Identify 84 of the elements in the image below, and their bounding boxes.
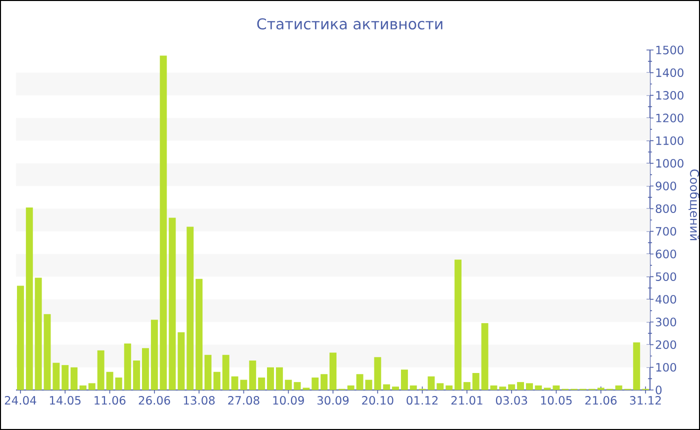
bar [258, 378, 266, 390]
y-tick-label: 800 [656, 204, 676, 213]
bar [88, 383, 96, 390]
bar [160, 56, 167, 390]
bar [267, 367, 274, 390]
bar [508, 384, 516, 390]
bar [16, 286, 24, 390]
x-tick-label: 21.06 [585, 396, 617, 405]
bar [552, 385, 560, 390]
bar [213, 372, 220, 390]
x-tick-label: 30.09 [317, 396, 349, 405]
bar [472, 373, 480, 390]
bar [204, 354, 212, 390]
y-tick-label: 400 [656, 295, 676, 304]
y-tick-label: 1000 [656, 159, 684, 168]
y-tick-label: 500 [656, 272, 676, 281]
bar [446, 385, 453, 390]
bar [330, 352, 336, 390]
bar [454, 260, 462, 390]
y-axis-title: Сообщений [688, 170, 700, 240]
y-tick-label: 900 [656, 182, 676, 190]
bar [150, 320, 158, 390]
y-tick-label: 600 [656, 250, 676, 258]
bar [133, 360, 140, 390]
bar [633, 342, 640, 390]
y-tick-label: 100 [656, 363, 676, 372]
x-tick-label: 14.05 [50, 396, 80, 405]
bar [142, 348, 149, 390]
y-tick-label: 1200 [656, 114, 684, 122]
y-tick-label: 300 [656, 318, 676, 326]
x-tick-label: 27.08 [228, 396, 260, 405]
x-tick-label: 31.12 [630, 396, 661, 405]
y-tick-label: 200 [656, 340, 676, 349]
bar [97, 350, 104, 390]
x-tick-label: 20.10 [362, 396, 394, 405]
bar [284, 380, 292, 390]
bar [312, 378, 319, 390]
x-tick-label: 21.01 [451, 396, 482, 405]
bar [222, 354, 230, 390]
bar [463, 382, 470, 390]
bar [436, 383, 444, 390]
bar [481, 323, 488, 390]
x-tick-label: 10.05 [541, 396, 572, 405]
bar [124, 344, 132, 390]
bar [115, 378, 122, 390]
bar [400, 370, 408, 390]
x-tick-label: 24.04 [4, 396, 36, 405]
bar [79, 385, 86, 390]
x-tick-label: 26.06 [138, 396, 170, 405]
y-tick-label: 0 [656, 386, 662, 394]
bar [392, 386, 399, 390]
bar [347, 385, 354, 390]
bar [534, 385, 542, 390]
x-tick-label: 13.08 [184, 396, 215, 405]
bar [410, 385, 417, 390]
bar [499, 386, 506, 390]
bar [490, 385, 498, 390]
bar [106, 372, 114, 390]
bar [517, 382, 524, 390]
x-tick-label: 10.09 [273, 396, 304, 405]
bar [196, 278, 203, 390]
x-tick-label: 11.06 [94, 396, 126, 405]
bar [52, 362, 60, 390]
bar [615, 385, 622, 390]
bar [70, 367, 78, 390]
bar [186, 226, 194, 390]
bar [34, 278, 42, 390]
y-tick-label: 1300 [656, 91, 684, 100]
bar [276, 367, 283, 390]
bar [383, 384, 390, 390]
bar [44, 314, 51, 390]
y-tick-label: 700 [656, 227, 676, 236]
bar [62, 365, 69, 390]
bar [320, 374, 328, 390]
y-tick-label: 1100 [656, 136, 684, 145]
y-tick-label: 1500 [656, 46, 684, 54]
x-tick-label: 01.12 [406, 396, 438, 405]
bar [249, 360, 256, 390]
bar [526, 383, 533, 390]
y-tick-label: 1400 [656, 68, 684, 77]
chart-title: Статистика активности [257, 18, 442, 30]
bar [374, 357, 382, 390]
x-tick-label: 03.03 [496, 396, 528, 405]
bar [26, 208, 33, 390]
